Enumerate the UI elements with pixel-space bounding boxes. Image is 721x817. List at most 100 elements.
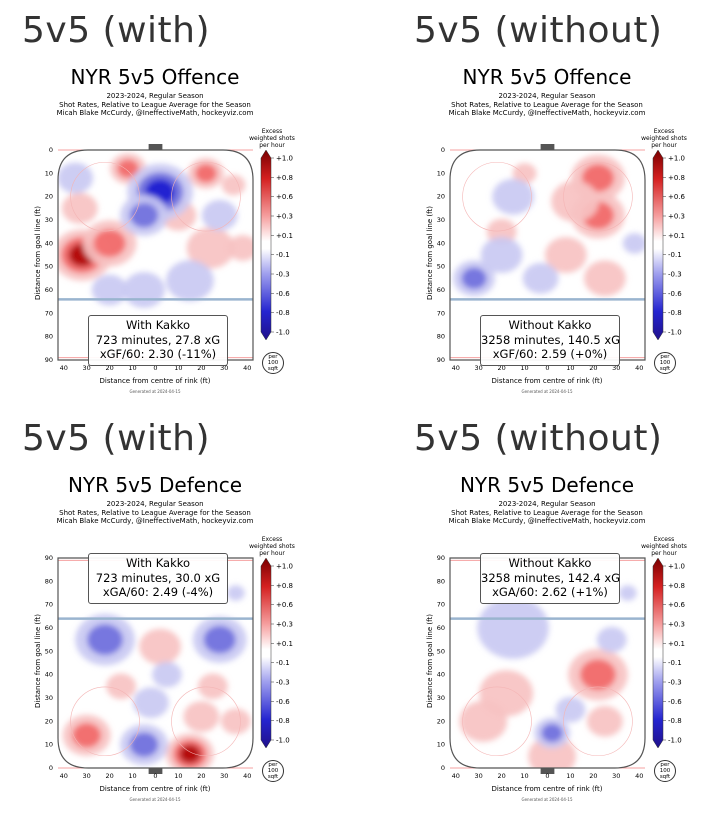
x-tick-label: 10	[566, 364, 574, 372]
colorbar-tick-label: +0.8	[668, 582, 685, 590]
heat-blob	[555, 696, 586, 723]
heat-blob	[551, 180, 599, 222]
x-tick-label: 20	[497, 364, 505, 372]
unit-badge: per 100 sqft	[654, 352, 676, 374]
colorbar-tick-label: -0.1	[668, 251, 682, 259]
colorbar-title: Excess weighted shots per hour	[248, 128, 296, 149]
heat-blob	[129, 732, 159, 757]
colorbar-tick-label: +0.1	[276, 232, 293, 240]
x-tick-label: 10	[128, 772, 136, 780]
heat-blob	[618, 585, 637, 601]
x-tick-label: 20	[497, 772, 505, 780]
x-tick-label: 40	[635, 772, 643, 780]
y-tick-label: 20	[45, 717, 53, 725]
goal-net	[148, 144, 163, 150]
generated-note: Generated at 2024-04-15	[129, 797, 181, 802]
colorbar-tick-label: -0.1	[276, 659, 290, 667]
y-tick-label: 50	[45, 647, 53, 655]
info-box-line3: xGA/60: 2.62 (+1%)	[492, 585, 608, 599]
info-box-line1: Without Kakko	[508, 318, 592, 332]
y-tick-label: 30	[45, 694, 53, 702]
chart-subtitle: Shot Rates, Relative to League Average f…	[59, 100, 251, 109]
colorbar-gradient	[260, 557, 272, 749]
heat-blob	[581, 164, 615, 192]
colorbar-tick-label: -0.8	[668, 717, 682, 725]
chart-subtitle: 2023-2024, Regular Season	[498, 500, 596, 508]
rink-outline	[449, 557, 646, 769]
x-tick-label: 20	[589, 772, 597, 780]
unit-line: per	[660, 762, 670, 768]
x-tick-label: 0	[153, 364, 157, 372]
info-box-line2: 723 minutes, 30.0 xG	[95, 570, 221, 585]
y-axis-label: Distance from goal line (ft)	[426, 206, 434, 300]
colorbar-tick-label: +0.3	[668, 621, 685, 629]
y-tick-label: 60	[437, 624, 445, 632]
heat-blob	[106, 673, 136, 700]
x-tick-label: 30	[612, 364, 620, 372]
chart-panel: 5v5 (without) NYR 5v5 Defence 2023-2024, R…	[392, 408, 721, 813]
colorbar-tick-label: +0.6	[276, 193, 294, 201]
colorbar-tick-label: +1.0	[276, 155, 293, 163]
x-tick-label: 40	[452, 364, 460, 372]
y-tick-label: 20	[45, 193, 53, 201]
x-tick-label: 10	[520, 364, 528, 372]
colorbar-title-line: weighted shots	[641, 543, 687, 550]
y-tick-label: 30	[437, 694, 445, 702]
colorbar-tick-label: -0.6	[668, 290, 682, 298]
colorbar-tick-label: +0.1	[668, 640, 685, 648]
x-tick-label: 20	[105, 772, 113, 780]
x-tick-label: 0	[153, 772, 157, 780]
heat-blob	[461, 267, 487, 290]
y-tick-label: 20	[437, 717, 445, 725]
colorbar-tick-label: -0.1	[668, 659, 682, 667]
x-tick-label: 20	[589, 364, 597, 372]
x-tick-label: 30	[475, 364, 483, 372]
heat-blob	[622, 233, 645, 254]
y-tick-label: 30	[45, 216, 53, 224]
colorbar-tick-label: -0.3	[668, 679, 682, 687]
y-tick-label: 40	[45, 671, 53, 679]
chart-title: NYR 5v5 Offence	[70, 65, 240, 89]
unit-line: sqft	[267, 366, 279, 372]
generated-note: Generated at 2024-04-15	[521, 389, 573, 394]
colorbar: +1.0 +0.8 +0.6 +0.3 +0.1 -0.1 -0.3 -0.6 -0.8 -1.0	[260, 557, 294, 749]
chart-subtitle: Micah Blake McCurdy, @IneffectiveMath, h…	[56, 109, 254, 117]
y-tick-label: 40	[437, 239, 445, 247]
y-tick-label: 40	[45, 239, 53, 247]
colorbar-tick-label: -0.3	[668, 271, 682, 279]
unit-line: sqft	[267, 774, 279, 780]
heat-blob	[91, 274, 128, 306]
colorbar-tick-label: +0.8	[668, 174, 685, 182]
rink-heatmap: 0 10 20 30 40 50 60 70 80 90 40 30 20 10 0 10 20 30 40	[45, 144, 254, 372]
heat-blob	[179, 744, 201, 764]
y-tick-label: 50	[437, 647, 445, 655]
x-tick-label: 0	[545, 772, 549, 780]
unit-line: 100	[267, 768, 279, 774]
rink-heatmap: 0 10 20 30 40 50 60 70 80 90 40 30 20 10 0 10 20 30 40	[437, 144, 646, 372]
heat-blob	[544, 237, 587, 273]
x-tick-label: 30	[612, 772, 620, 780]
heat-blob	[512, 163, 537, 184]
x-tick-label: 10	[174, 364, 182, 372]
y-tick-label: 60	[45, 286, 53, 294]
colorbar-tick-label: -1.0	[276, 737, 290, 745]
colorbar-tick-label: -0.8	[668, 309, 682, 317]
heat-blob	[61, 192, 98, 224]
x-tick-label: 30	[220, 772, 228, 780]
heat-blob	[583, 260, 626, 297]
heat-blob	[117, 159, 139, 178]
colorbar-tick-label: -1.0	[668, 329, 682, 337]
unit-badge: per 100 sqft	[654, 760, 676, 782]
colorbar-tick-label: +0.6	[668, 601, 686, 609]
colorbar-title-line: per hour	[259, 142, 285, 149]
y-tick-label: 0	[441, 146, 445, 154]
colorbar-title-line: per hour	[651, 550, 677, 557]
y-axis-label: Distance from goal line (ft)	[426, 614, 434, 708]
colorbar-tick-label: +1.0	[668, 155, 685, 163]
x-axis-label: Distance from centre of rink (ft)	[491, 785, 603, 793]
colorbar-title: Excess weighted shots per hour	[640, 536, 688, 557]
colorbar-title-line: Excess	[261, 536, 283, 543]
colorbar-tick-label: +0.6	[668, 193, 686, 201]
y-tick-label: 10	[437, 741, 445, 749]
rink-surface	[58, 150, 253, 360]
